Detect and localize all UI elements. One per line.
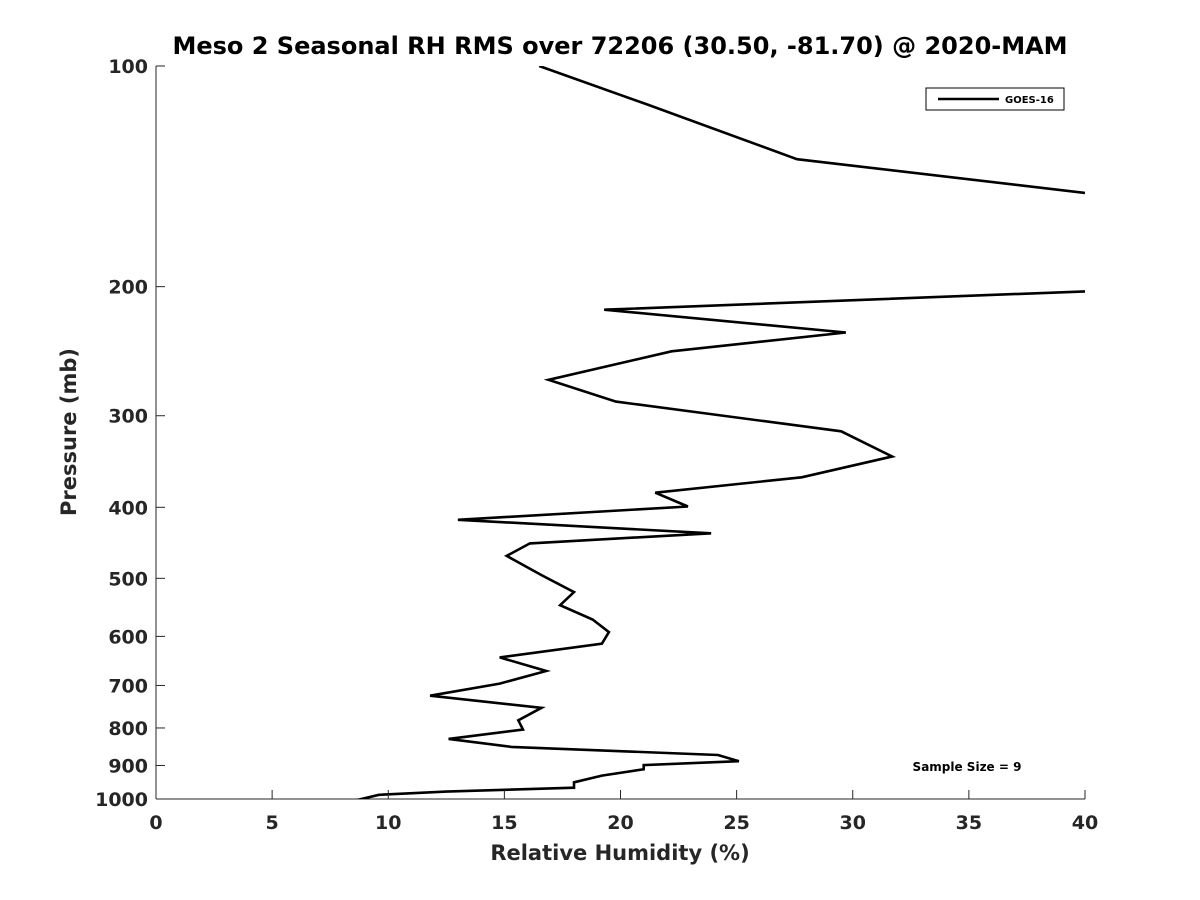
y-axis-label: Pressure (mb) — [57, 348, 81, 516]
y-tick-label: 200 — [108, 277, 148, 299]
x-axis-label: Relative Humidity (%) — [490, 841, 749, 865]
series-segment — [538, 66, 1085, 195]
y-tick-label: 500 — [108, 568, 148, 590]
x-tick-label: 30 — [840, 812, 866, 834]
y-tick-label: 100 — [108, 56, 148, 78]
x-tick-label: 5 — [266, 812, 279, 834]
series-line — [355, 66, 1085, 799]
sample-size-annotation: Sample Size = 9 — [913, 760, 1022, 774]
x-tick-label: 40 — [1072, 812, 1098, 834]
legend: GOES-16 — [925, 87, 1065, 111]
x-axis: 0 5 10 15 20 25 30 35 40 — [149, 790, 1098, 834]
x-tick-label: 0 — [149, 812, 162, 834]
x-tick-label: 35 — [956, 812, 982, 834]
y-tick-label: 300 — [108, 406, 148, 428]
y-tick-label: 800 — [108, 718, 148, 740]
y-tick-label: 700 — [108, 675, 148, 697]
plot-area — [155, 66, 1085, 800]
y-tick-label: 600 — [108, 626, 148, 648]
x-tick-label: 25 — [723, 812, 749, 834]
y-axis: 100 200 300 400 500 600 700 800 900 1000 — [95, 56, 165, 811]
chart-title: Meso 2 Seasonal RH RMS over 72206 (30.50… — [172, 32, 1067, 60]
legend-label: GOES-16 — [1005, 95, 1054, 106]
series-segment — [355, 290, 1085, 799]
x-tick-label: 10 — [375, 812, 401, 834]
x-tick-label: 20 — [607, 812, 633, 834]
y-tick-label: 1000 — [95, 789, 148, 811]
y-tick-label: 900 — [108, 755, 148, 777]
x-tick-label: 15 — [491, 812, 517, 834]
y-tick-label: 400 — [108, 497, 148, 519]
